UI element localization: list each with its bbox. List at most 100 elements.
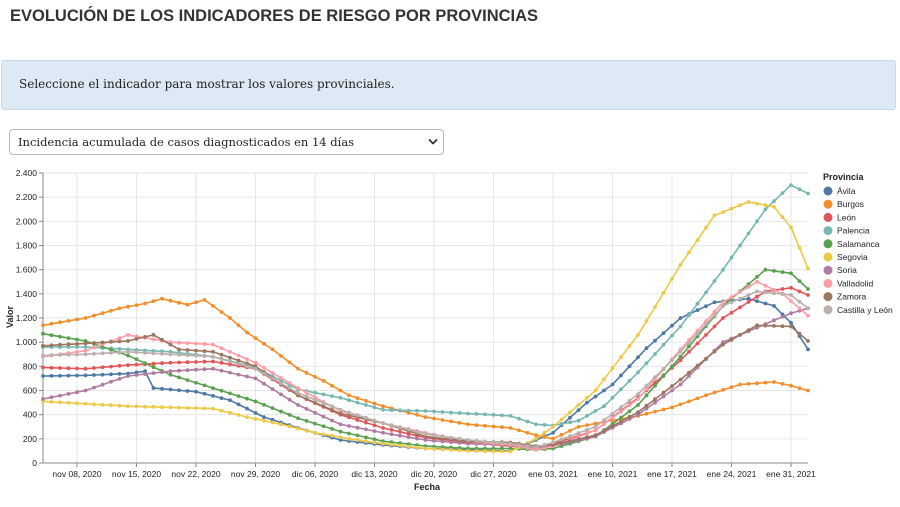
series-segovia (41, 200, 810, 454)
data-point (228, 370, 232, 375)
data-point (270, 406, 275, 410)
data-point (287, 397, 292, 402)
data-point (372, 440, 377, 445)
data-point (474, 449, 479, 453)
data-point (41, 331, 45, 336)
data-point (474, 423, 479, 427)
data-point (738, 333, 742, 337)
data-point (474, 412, 479, 416)
data-point (398, 443, 402, 448)
data-point (58, 393, 62, 398)
data-point (721, 267, 725, 272)
data-point (270, 376, 275, 381)
data-point (177, 368, 181, 373)
data-point (797, 331, 802, 336)
data-point (559, 441, 564, 445)
data-point (712, 300, 717, 305)
data-point (619, 373, 623, 378)
data-point (559, 422, 564, 426)
data-point (202, 367, 207, 372)
data-point (83, 352, 88, 357)
legend: Provincia Ávila Burgos León Palencia Salaman… (823, 172, 893, 315)
data-point (670, 333, 674, 338)
data-point (321, 392, 326, 397)
data-point (83, 316, 88, 320)
data-point (134, 337, 139, 341)
data-point (168, 369, 173, 374)
data-point (202, 391, 207, 396)
y-tick-label: 1.600 (16, 265, 38, 275)
data-point (636, 333, 640, 337)
data-point (585, 400, 589, 405)
data-point (644, 393, 649, 398)
data-point (687, 313, 691, 317)
data-point (389, 428, 394, 432)
data-point (789, 324, 793, 329)
indicator-select[interactable]: Incidencia acumulada de casos diagnostic… (9, 129, 444, 155)
data-point (687, 344, 691, 349)
data-point (415, 445, 419, 450)
data-point (712, 309, 717, 314)
data-point (66, 319, 71, 323)
legend-swatch (823, 252, 833, 262)
data-point (66, 336, 71, 340)
data-point (347, 393, 351, 398)
data-point (576, 437, 581, 441)
data-point (75, 401, 79, 406)
data-point (806, 313, 810, 318)
data-point (432, 447, 436, 451)
data-point (789, 293, 793, 297)
data-point (729, 310, 734, 315)
data-point (797, 289, 802, 294)
data-point (457, 441, 462, 445)
data-point (721, 210, 725, 214)
data-point (287, 386, 292, 390)
data-point (109, 364, 113, 369)
data-point (466, 438, 470, 442)
data-point (636, 392, 640, 396)
legend-swatch (823, 212, 833, 222)
data-point (75, 345, 79, 349)
data-point (738, 243, 742, 248)
data-point (483, 449, 487, 454)
data-point (746, 282, 751, 287)
data-point (219, 408, 224, 413)
data-point (559, 432, 564, 437)
data-point (219, 368, 224, 373)
data-point (619, 415, 623, 420)
y-tick-label: 600 (23, 386, 37, 396)
data-point (695, 331, 700, 336)
data-point (678, 402, 683, 407)
data-point (313, 410, 317, 415)
data-point (755, 201, 759, 206)
legend-label: León (837, 212, 856, 222)
data-point (202, 298, 207, 302)
data-point (678, 354, 683, 359)
data-point (109, 350, 113, 355)
data-point (661, 291, 666, 295)
data-point (202, 354, 207, 359)
data-point (330, 394, 334, 398)
data-point (585, 423, 589, 427)
legend-item: León (823, 212, 856, 222)
data-point (389, 408, 394, 412)
data-point (585, 395, 589, 400)
data-point (355, 438, 360, 442)
y-tick-label: 2.000 (16, 216, 38, 226)
data-point (185, 389, 190, 393)
data-point (415, 429, 419, 434)
data-point (177, 340, 181, 345)
data-point (687, 374, 691, 378)
data-point (534, 422, 538, 427)
data-point (338, 438, 343, 442)
legend-label: Burgos (837, 199, 864, 209)
data-point (534, 445, 538, 450)
data-point (491, 446, 496, 451)
data-point (338, 395, 343, 400)
data-point (279, 381, 283, 386)
data-point (41, 374, 45, 378)
data-point (738, 296, 742, 301)
data-point (585, 435, 589, 439)
data-point (619, 419, 623, 424)
data-point (644, 383, 649, 388)
